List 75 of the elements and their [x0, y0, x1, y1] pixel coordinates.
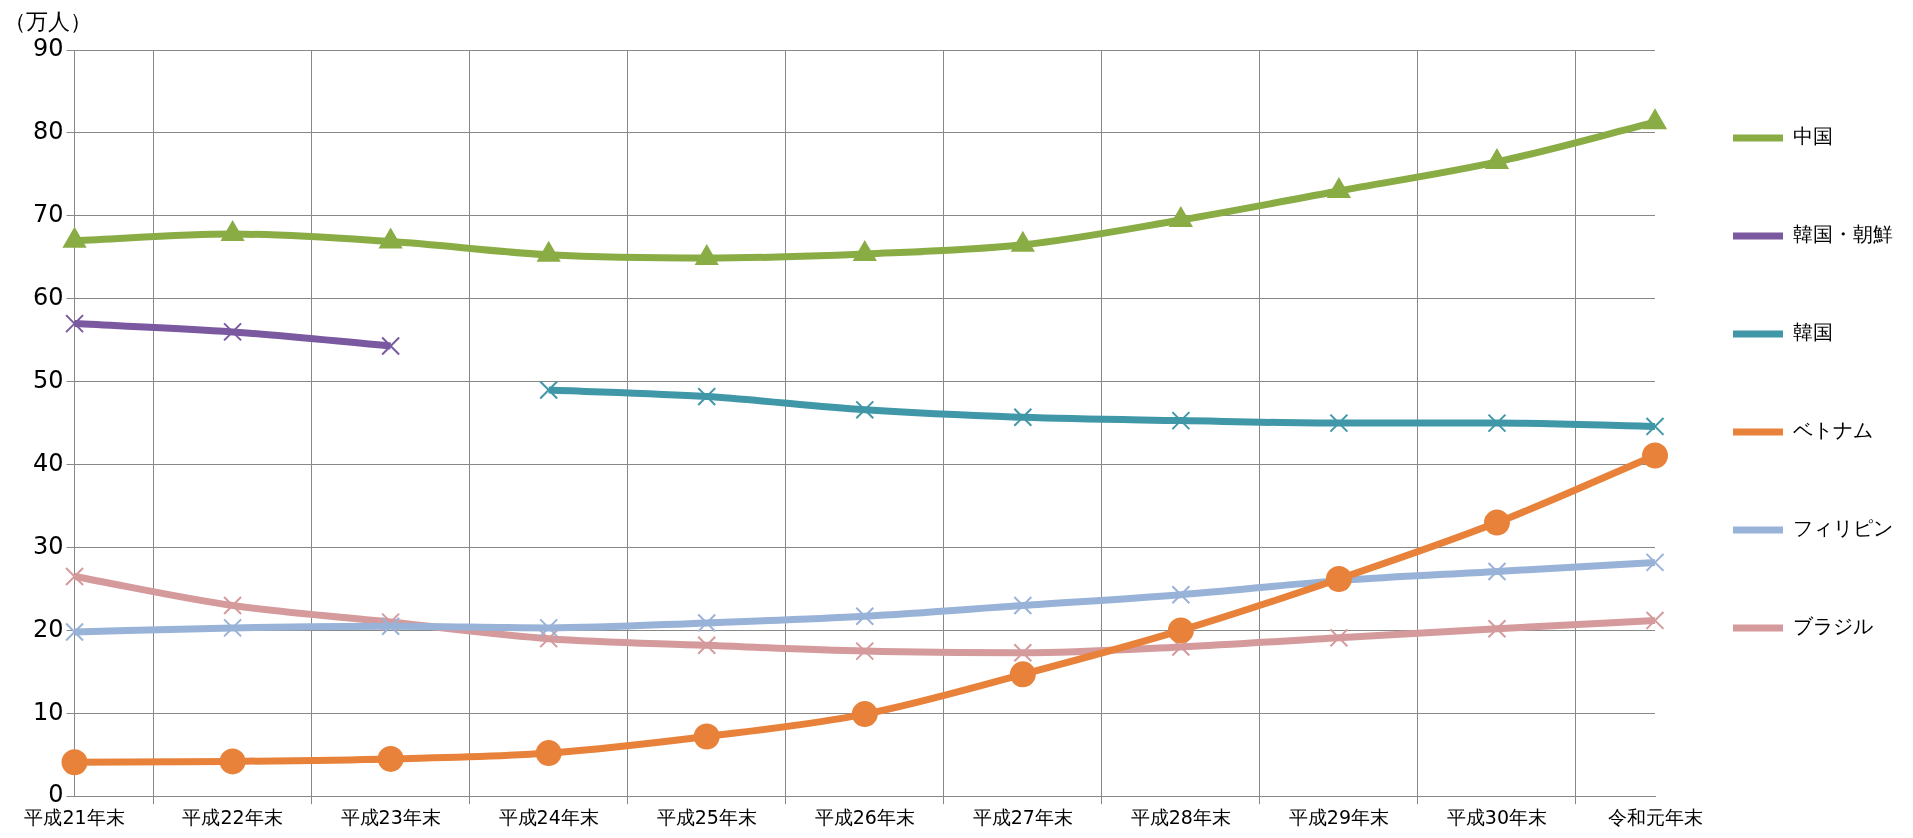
point — [65, 622, 85, 642]
x-tick-label: 平成25年末 — [656, 805, 757, 828]
point — [1013, 643, 1033, 663]
point — [1483, 509, 1510, 536]
y-tick-label: 40 — [32, 448, 64, 477]
y-axis-title: （万人） — [4, 8, 92, 34]
x-tick-label: 平成26年末 — [814, 805, 915, 828]
y-tick-label: 30 — [32, 531, 64, 560]
point — [377, 745, 404, 772]
point — [1169, 206, 1193, 227]
y-tick-label: 60 — [32, 282, 64, 311]
point — [61, 749, 88, 776]
x-tick-label: 平成23年末 — [340, 805, 441, 828]
point — [693, 723, 720, 750]
x-tick-label: 令和元年末 — [1607, 805, 1703, 828]
point — [1013, 407, 1033, 427]
point — [1487, 619, 1507, 639]
legend-label: フィリピン — [1793, 516, 1893, 541]
point — [1325, 565, 1352, 592]
point — [1011, 231, 1035, 252]
point — [535, 740, 562, 767]
point — [379, 228, 403, 249]
point — [697, 613, 717, 633]
point — [223, 618, 243, 638]
x-tick-label: 平成29年末 — [1288, 805, 1389, 828]
point — [1171, 585, 1191, 605]
point — [853, 240, 877, 261]
legend-label: 韓国 — [1793, 320, 1833, 345]
point — [221, 221, 244, 242]
point — [855, 641, 875, 661]
point — [1167, 617, 1194, 644]
point — [223, 596, 243, 615]
point — [1642, 442, 1668, 469]
point — [695, 245, 719, 266]
point — [539, 618, 559, 638]
legend-label: 中国 — [1793, 124, 1833, 149]
point — [381, 336, 401, 356]
y-tick-label: 50 — [32, 365, 64, 394]
point — [1327, 177, 1351, 198]
point — [1009, 661, 1036, 688]
y-tick-label: 70 — [32, 200, 64, 229]
legend-label: ベトナム — [1793, 418, 1873, 443]
point — [1487, 562, 1507, 581]
x-tick-label: 平成22年末 — [182, 805, 283, 828]
legend-label: 韓国・朝鮮 — [1793, 222, 1893, 247]
x-tick-label: 平成30年末 — [1446, 805, 1548, 828]
point — [1645, 552, 1665, 572]
legend-label: ブラジル — [1793, 614, 1873, 639]
point — [1171, 411, 1191, 431]
point — [1013, 596, 1033, 615]
point — [855, 400, 875, 420]
point — [697, 387, 717, 407]
point — [539, 380, 559, 400]
point — [1329, 413, 1349, 433]
point — [1485, 148, 1509, 169]
point — [223, 322, 243, 342]
point — [219, 748, 246, 775]
point — [1645, 610, 1665, 630]
point — [851, 701, 878, 728]
point — [1643, 109, 1667, 130]
point — [1487, 413, 1507, 433]
x-tick-label: 平成24年末 — [498, 805, 599, 828]
point — [1329, 628, 1349, 648]
y-tick-label: 80 — [32, 117, 64, 146]
point — [855, 606, 875, 626]
point — [697, 635, 717, 655]
point — [537, 241, 561, 262]
point — [65, 567, 85, 586]
y-tick-label: 20 — [32, 614, 64, 643]
y-tick-label: 90 — [32, 34, 64, 63]
x-tick-label: 平成28年末 — [1130, 805, 1231, 828]
y-tick-label: 10 — [32, 697, 64, 726]
x-tick-label: 平成27年末 — [972, 805, 1073, 828]
point — [1645, 416, 1665, 436]
point — [63, 227, 86, 248]
